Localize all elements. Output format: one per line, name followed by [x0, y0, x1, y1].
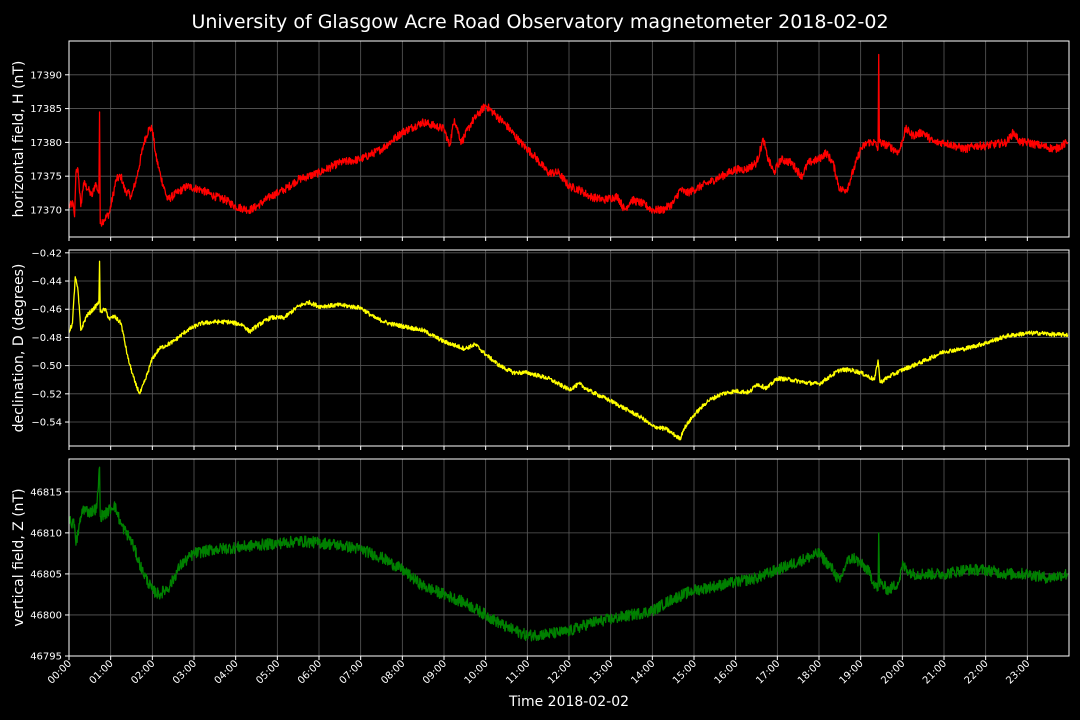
- y-tick-label: −0.48: [31, 333, 62, 344]
- y-axis-label: horizontal field, H (nT): [11, 61, 27, 218]
- y-tick-label: −0.50: [31, 361, 62, 372]
- y-axis-label: vertical field, Z (nT): [11, 488, 27, 626]
- y-tick-label: 46815: [30, 487, 62, 498]
- y-tick-label: 17390: [30, 70, 62, 81]
- chart-title: University of Glasgow Acre Road Observat…: [191, 11, 888, 33]
- y-tick-label: 17370: [30, 205, 62, 216]
- y-tick-label: −0.46: [31, 305, 62, 316]
- y-tick-label: −0.42: [31, 248, 62, 259]
- y-tick-label: 17385: [30, 104, 62, 115]
- y-tick-label: −0.52: [31, 389, 62, 400]
- series-line-z: [69, 466, 1069, 642]
- y-tick-label: −0.54: [31, 418, 62, 429]
- plot-frame: [68, 40, 1070, 238]
- y-tick-label: 46805: [30, 569, 62, 580]
- y-axis-label: declination, D (degrees): [11, 264, 27, 433]
- y-tick-label: 46800: [30, 610, 62, 621]
- series-line-d: [69, 260, 1069, 441]
- plot-frame: [68, 249, 1070, 447]
- plot-frame: [68, 458, 1070, 657]
- x-axis-label: Time 2018-02-02: [508, 694, 629, 710]
- series-line-h: [69, 53, 1069, 227]
- y-tick-label: 46795: [30, 652, 62, 663]
- y-tick-label: −0.44: [31, 277, 62, 288]
- panel-d: −0.54 −0.52 −0.50 −0.48 −0.46 −0.44 −0.42 decli…: [11, 248, 1070, 450]
- y-tick-label: 17375: [30, 172, 62, 183]
- y-tick-label: 17380: [30, 138, 62, 149]
- y-tick-label: 46810: [30, 528, 62, 539]
